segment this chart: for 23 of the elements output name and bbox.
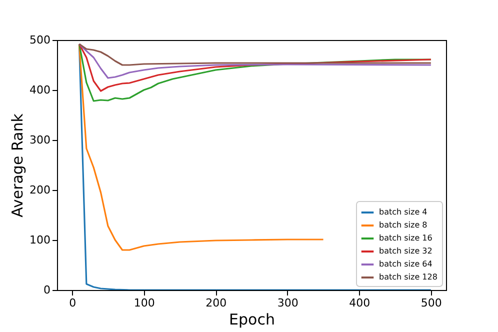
y-tick-label: 400: [30, 84, 50, 96]
line-series: [78, 43, 432, 66]
y-tick-label: 0: [44, 284, 50, 296]
x-tick-label: 0: [69, 296, 76, 310]
legend-label: batch size 128: [379, 272, 438, 282]
y-tick-label: 200: [30, 184, 50, 196]
y-tick-label: 300: [30, 134, 50, 146]
x-tick-label: 300: [277, 296, 298, 310]
legend-label: batch size 4: [379, 208, 428, 216]
y-tick-label: 500: [30, 34, 50, 46]
legend-label: batch size 16: [379, 234, 432, 242]
x-tick-label: 100: [134, 296, 155, 310]
x-tick-label: 500: [420, 296, 442, 310]
x-tick-label: 200: [206, 296, 227, 310]
legend-label: batch size 32: [379, 246, 432, 256]
y-axis-title: Average Rank: [8, 113, 27, 218]
line-series: [78, 43, 432, 79]
x-tick-label: 400: [349, 296, 370, 310]
y-tick-label: 100: [30, 234, 50, 246]
legend-label: batch size 8: [379, 220, 428, 230]
x-axis-title: Epoch: [229, 310, 275, 328]
legend-label: batch size 64: [379, 260, 432, 268]
line-series: [78, 44, 324, 251]
